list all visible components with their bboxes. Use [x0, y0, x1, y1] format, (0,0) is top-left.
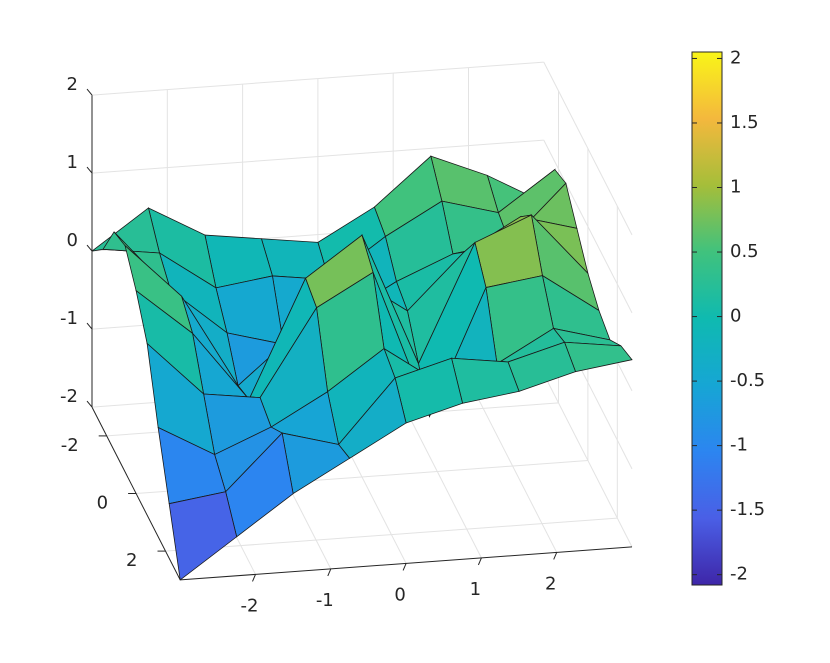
surface-patch — [563, 341, 633, 373]
x-tick-label: 2 — [545, 573, 556, 594]
colorbar — [691, 51, 723, 586]
tick-mark — [86, 244, 93, 252]
colorbar-tick-label: -1 — [730, 435, 748, 456]
tick-mark — [327, 568, 332, 577]
z-tick-label: -1 — [60, 308, 78, 329]
y-tick-label: 0 — [97, 493, 108, 514]
colorbar-tick-label: -2 — [730, 564, 748, 585]
colorbar-tick-label: -0.5 — [730, 370, 765, 391]
tick-mark — [86, 400, 93, 408]
axis-line — [91, 406, 181, 581]
grid-line — [165, 517, 618, 552]
tick-mark — [252, 574, 256, 582]
x-tick-label: -1 — [316, 590, 334, 611]
tick-mark — [86, 88, 93, 96]
z-tick-label: 2 — [67, 74, 78, 95]
surface-patch — [168, 491, 238, 581]
colorbar-tick-label: 2 — [730, 47, 741, 68]
tick-mark — [477, 557, 482, 566]
tick-mark — [86, 322, 93, 330]
surface-patch — [451, 357, 520, 404]
z-tick-label: -2 — [60, 386, 78, 407]
z-tick-label: 0 — [67, 230, 78, 251]
tick-mark — [86, 166, 93, 174]
tick-mark — [553, 552, 558, 560]
x-tick-label: 0 — [394, 584, 405, 605]
z-tick-label: 1 — [67, 152, 78, 173]
colorbar-tick-label: 1.5 — [730, 112, 759, 133]
x-tick-label: -2 — [241, 595, 259, 616]
tick-mark — [402, 563, 407, 571]
colorbar-tick-label: -1.5 — [730, 499, 765, 520]
colorbar-tick-label: 0 — [730, 306, 741, 327]
colorbar-tick-label: 0.5 — [730, 241, 759, 262]
y-tick-label: -2 — [61, 435, 79, 456]
axis-line — [180, 546, 633, 581]
y-tick-label: 2 — [126, 550, 137, 571]
colorbar-tick-label: 1 — [730, 177, 741, 198]
x-tick-label: 1 — [470, 579, 481, 600]
